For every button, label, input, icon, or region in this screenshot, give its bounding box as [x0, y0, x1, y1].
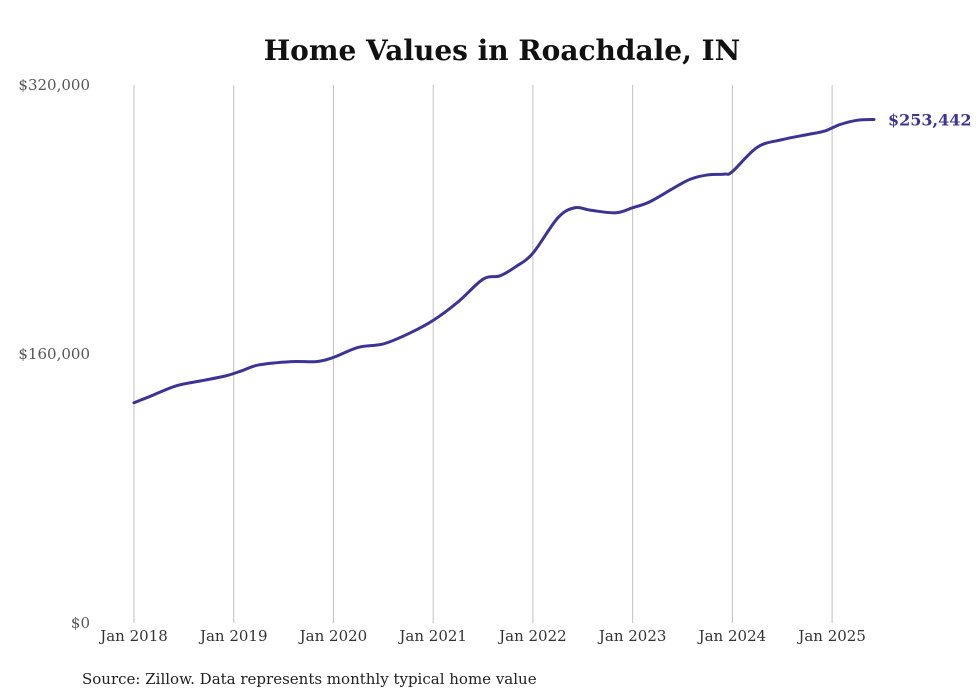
x-tick-label: Jan 2023 [597, 627, 667, 645]
x-tick-label: Jan 2024 [697, 627, 767, 645]
x-tick-label: Jan 2020 [298, 627, 368, 645]
x-tick-label: Jan 2021 [397, 627, 467, 645]
x-tick-label: Jan 2022 [497, 627, 567, 645]
y-tick-label: $320,000 [18, 76, 90, 94]
x-tick-label: Jan 2019 [198, 627, 268, 645]
x-tick-label: Jan 2025 [796, 627, 866, 645]
series-group [132, 117, 876, 405]
series-line [132, 117, 876, 405]
chart-title: Home Values in Roachdale, IN [264, 34, 741, 67]
y-tick-label: $0 [71, 614, 90, 632]
y-tick-label: $160,000 [18, 345, 90, 363]
x-tick-label: Jan 2018 [98, 627, 168, 645]
end-value-label: $253,442 [888, 110, 972, 129]
x-axis-ticks: Jan 2018 Jan 2019 Jan 2020 Jan 2021 Jan 2022… [98, 627, 866, 645]
gridlines [133, 85, 833, 623]
y-axis-ticks: $0 $160,000 $320,000 [18, 76, 90, 632]
source-note: Source: Zillow. Data represents monthly … [82, 670, 537, 688]
